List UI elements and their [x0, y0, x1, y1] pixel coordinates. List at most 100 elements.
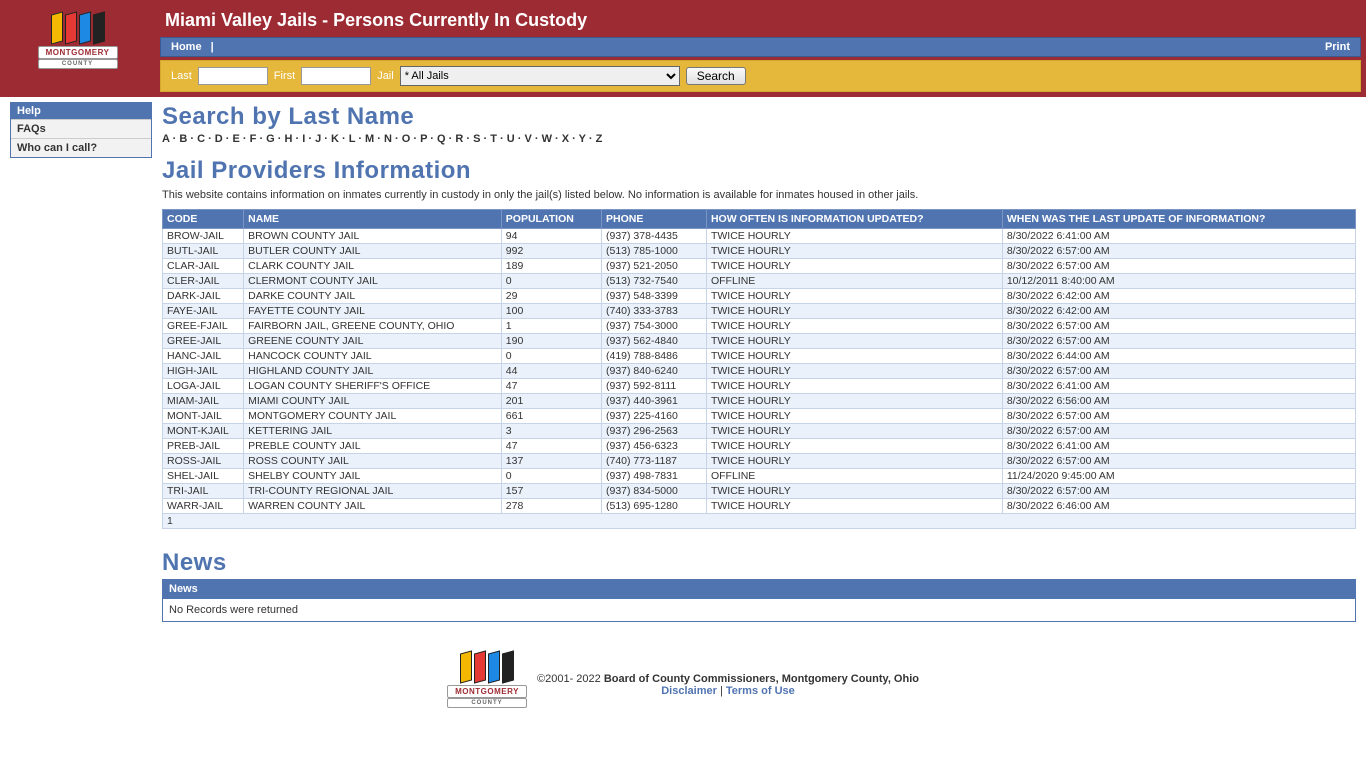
- table-cell: KETTERING JAIL: [244, 424, 502, 439]
- table-cell: (937) 562-4840: [602, 334, 707, 349]
- table-row[interactable]: MIAM-JAILMIAMI COUNTY JAIL201(937) 440-3…: [163, 394, 1356, 409]
- table-cell: (937) 754-3000: [602, 319, 707, 334]
- table-cell: 201: [501, 394, 601, 409]
- table-cell: TWICE HOURLY: [706, 484, 1002, 499]
- first-input[interactable]: [301, 67, 371, 85]
- table-cell: TWICE HOURLY: [706, 424, 1002, 439]
- table-row[interactable]: HANC-JAILHANCOCK COUNTY JAIL0(419) 788-8…: [163, 349, 1356, 364]
- alpha-letter[interactable]: I: [302, 133, 305, 145]
- alpha-letter[interactable]: D: [215, 133, 223, 145]
- sidebar-head: Help: [11, 103, 151, 119]
- alpha-letter[interactable]: Q: [437, 133, 446, 145]
- table-row[interactable]: TRI-JAILTRI-COUNTY REGIONAL JAIL157(937)…: [163, 484, 1356, 499]
- table-cell: 157: [501, 484, 601, 499]
- table-cell: PREBLE COUNTY JAIL: [244, 439, 502, 454]
- table-cell: 47: [501, 379, 601, 394]
- table-row[interactable]: HIGH-JAILHIGHLAND COUNTY JAIL44(937) 840…: [163, 364, 1356, 379]
- disclaimer-link[interactable]: Disclaimer: [661, 685, 717, 697]
- table-cell: 8/30/2022 6:57:00 AM: [1002, 364, 1355, 379]
- last-input[interactable]: [198, 67, 268, 85]
- news-title: News: [162, 549, 1356, 577]
- alpha-letter[interactable]: K: [331, 133, 339, 145]
- logo[interactable]: MONTGOMERY COUNTY: [0, 0, 155, 90]
- table-header[interactable]: PHONE: [602, 210, 707, 229]
- table-cell: TWICE HOURLY: [706, 319, 1002, 334]
- table-row[interactable]: LOGA-JAILLOGAN COUNTY SHERIFF'S OFFICE47…: [163, 379, 1356, 394]
- alpha-letter[interactable]: G: [266, 133, 275, 145]
- alpha-letter[interactable]: J: [315, 133, 321, 145]
- table-row[interactable]: SHEL-JAILSHELBY COUNTY JAIL0(937) 498-78…: [163, 469, 1356, 484]
- table-cell: 8/30/2022 6:57:00 AM: [1002, 409, 1355, 424]
- table-row[interactable]: GREE-JAILGREENE COUNTY JAIL190(937) 562-…: [163, 334, 1356, 349]
- logo-text-sub: COUNTY: [38, 59, 118, 69]
- alpha-letter[interactable]: P: [420, 133, 427, 145]
- jail-select[interactable]: * All Jails: [400, 66, 680, 86]
- table-cell: ROSS COUNTY JAIL: [244, 454, 502, 469]
- alpha-letter[interactable]: H: [285, 133, 293, 145]
- alpha-letter[interactable]: A: [162, 133, 170, 145]
- alpha-letter[interactable]: U: [507, 133, 515, 145]
- jail-label: Jail: [377, 70, 394, 82]
- table-cell: 8/30/2022 6:57:00 AM: [1002, 484, 1355, 499]
- pager[interactable]: 1: [163, 514, 1356, 529]
- table-cell: TWICE HOURLY: [706, 454, 1002, 469]
- table-row[interactable]: CLER-JAILCLERMONT COUNTY JAIL0(513) 732-…: [163, 274, 1356, 289]
- table-cell: TWICE HOURLY: [706, 394, 1002, 409]
- alpha-letter[interactable]: X: [562, 133, 569, 145]
- table-cell: (937) 521-2050: [602, 259, 707, 274]
- table-header[interactable]: POPULATION: [501, 210, 601, 229]
- alpha-letter[interactable]: Z: [596, 133, 603, 145]
- page-title: Miami Valley Jails - Persons Currently I…: [155, 0, 1366, 37]
- alpha-letter[interactable]: F: [250, 133, 257, 145]
- table-header[interactable]: CODE: [163, 210, 244, 229]
- alpha-letter[interactable]: Y: [579, 133, 586, 145]
- table-cell: 137: [501, 454, 601, 469]
- search-button[interactable]: Search: [686, 67, 746, 85]
- nav-print[interactable]: Print: [1325, 41, 1350, 53]
- alpha-letter[interactable]: R: [455, 133, 463, 145]
- table-row[interactable]: DARK-JAILDARKE COUNTY JAIL29(937) 548-33…: [163, 289, 1356, 304]
- alpha-letter[interactable]: L: [349, 133, 356, 145]
- table-row[interactable]: PREB-JAILPREBLE COUNTY JAIL47(937) 456-6…: [163, 439, 1356, 454]
- table-cell: 992: [501, 244, 601, 259]
- news-head: News: [162, 579, 1356, 599]
- table-row[interactable]: MONT-JAILMONTGOMERY COUNTY JAIL661(937) …: [163, 409, 1356, 424]
- table-cell: (937) 548-3399: [602, 289, 707, 304]
- alpha-letter[interactable]: N: [384, 133, 392, 145]
- nav-home[interactable]: Home: [171, 41, 202, 53]
- sidebar-item[interactable]: Who can I call?: [11, 138, 151, 157]
- table-cell: (513) 785-1000: [602, 244, 707, 259]
- alpha-letter[interactable]: C: [197, 133, 205, 145]
- table-cell: LOGA-JAIL: [163, 379, 244, 394]
- table-row[interactable]: FAYE-JAILFAYETTE COUNTY JAIL100(740) 333…: [163, 304, 1356, 319]
- alpha-letter[interactable]: T: [490, 133, 497, 145]
- table-cell: TWICE HOURLY: [706, 499, 1002, 514]
- table-row[interactable]: WARR-JAILWARREN COUNTY JAIL278(513) 695-…: [163, 499, 1356, 514]
- sidebar-item[interactable]: FAQs: [11, 119, 151, 138]
- table-row[interactable]: ROSS-JAILROSS COUNTY JAIL137(740) 773-11…: [163, 454, 1356, 469]
- table-cell: 661: [501, 409, 601, 424]
- table-row[interactable]: BUTL-JAILBUTLER COUNTY JAIL992(513) 785-…: [163, 244, 1356, 259]
- table-row[interactable]: MONT-KJAILKETTERING JAIL3(937) 296-2563T…: [163, 424, 1356, 439]
- alpha-letter[interactable]: M: [365, 133, 374, 145]
- table-header[interactable]: HOW OFTEN IS INFORMATION UPDATED?: [706, 210, 1002, 229]
- alpha-letter[interactable]: O: [402, 133, 411, 145]
- table-cell: (937) 592-8111: [602, 379, 707, 394]
- table-row[interactable]: CLAR-JAILCLARK COUNTY JAIL189(937) 521-2…: [163, 259, 1356, 274]
- table-row[interactable]: BROW-JAILBROWN COUNTY JAIL94(937) 378-44…: [163, 229, 1356, 244]
- table-row[interactable]: GREE-FJAILFAIRBORN JAIL, GREENE COUNTY, …: [163, 319, 1356, 334]
- footer-logo[interactable]: MONTGOMERY COUNTY: [447, 652, 517, 717]
- table-header[interactable]: WHEN WAS THE LAST UPDATE OF INFORMATION?: [1002, 210, 1355, 229]
- alpha-letter[interactable]: S: [473, 133, 480, 145]
- alpha-row: A · B · C · D · E · F · G · H · I · J · …: [162, 133, 1356, 145]
- alpha-letter[interactable]: W: [542, 133, 552, 145]
- table-cell: 10/12/2011 8:40:00 AM: [1002, 274, 1355, 289]
- terms-link[interactable]: Terms of Use: [726, 685, 795, 697]
- table-cell: TWICE HOURLY: [706, 439, 1002, 454]
- alpha-letter[interactable]: V: [524, 133, 531, 145]
- table-header[interactable]: NAME: [244, 210, 502, 229]
- footer-sep: |: [717, 685, 726, 697]
- table-cell: 8/30/2022 6:57:00 AM: [1002, 424, 1355, 439]
- alpha-letter[interactable]: E: [233, 133, 240, 145]
- alpha-letter[interactable]: B: [179, 133, 187, 145]
